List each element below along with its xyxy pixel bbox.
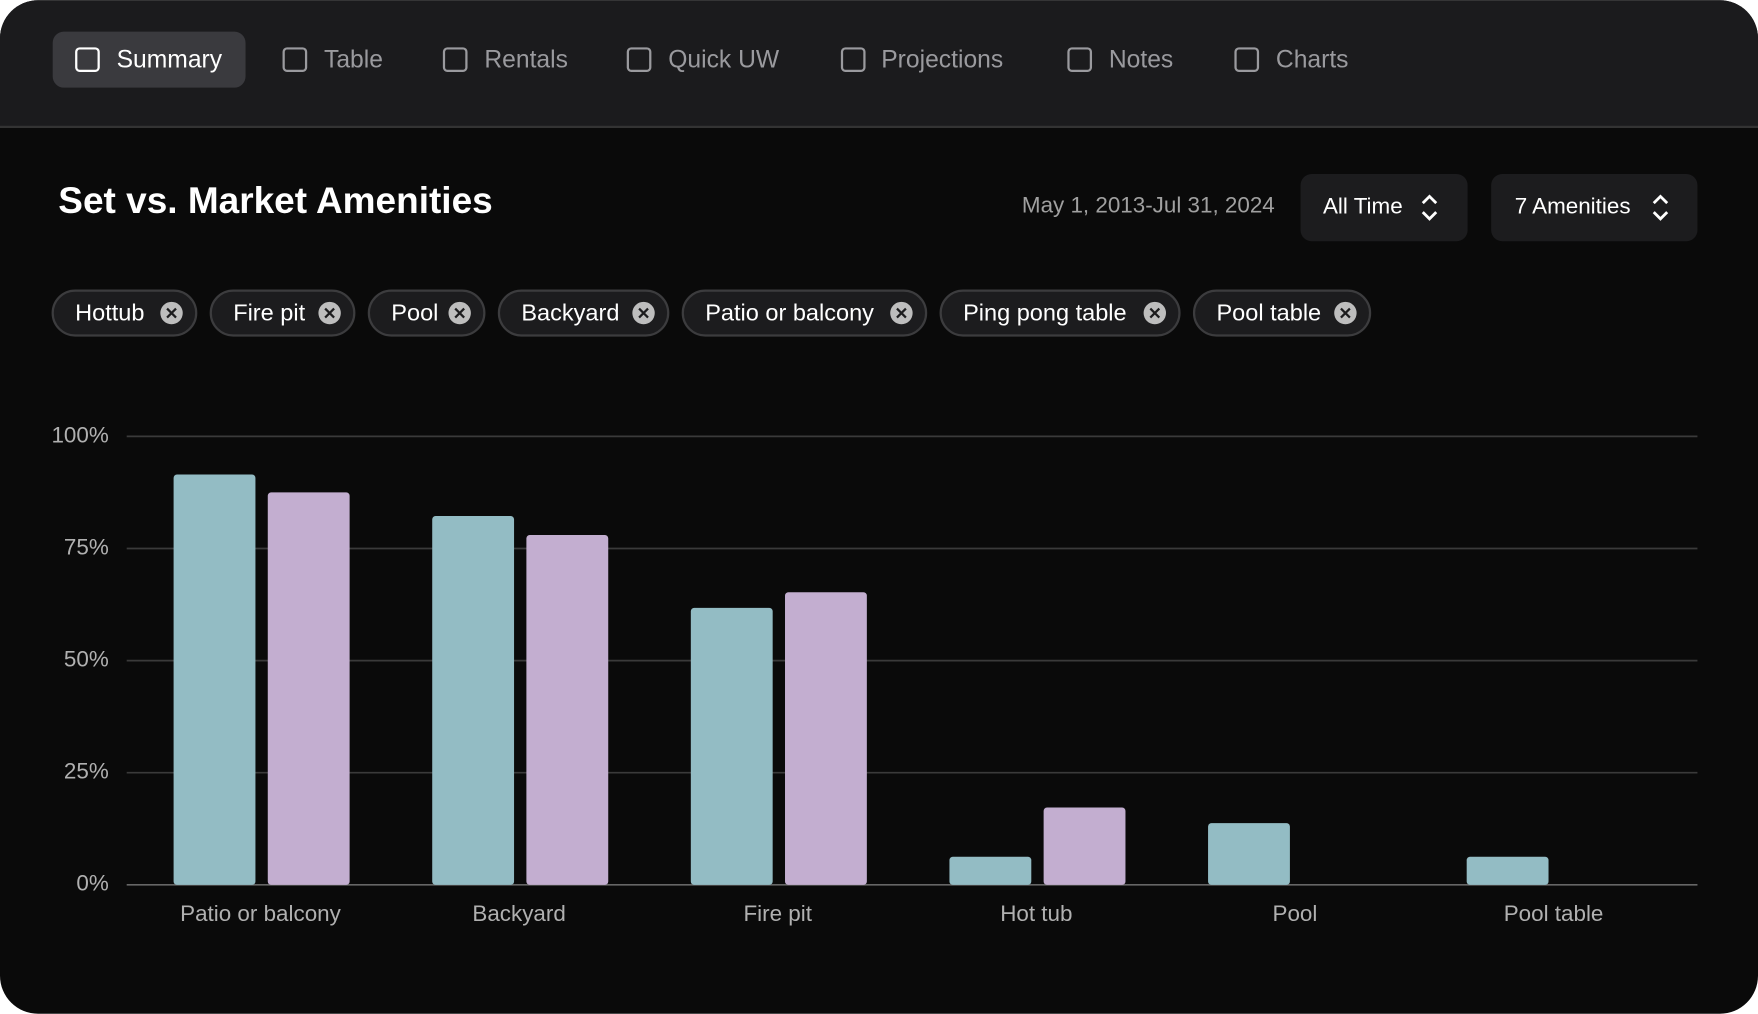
bar [173,474,256,885]
tab-icon [1067,47,1093,72]
chart-title: Set vs. Market Amenities [58,180,492,221]
tab[interactable]: Charts [1234,46,1349,73]
chevrons [1421,194,1438,221]
bar [1208,823,1290,885]
y-tick-label: 50% [64,647,109,672]
tab[interactable]: Rentals [442,46,568,73]
tab[interactable]: Projections [840,46,1003,73]
tab-label[interactable]: Summary [117,46,223,73]
x-tick-label: Fire pit [743,901,812,926]
filter-chip[interactable]: Ping pong table [939,289,1181,337]
select-box[interactable] [1491,174,1698,242]
select-label[interactable]: All Time [1323,194,1403,219]
filter-chip[interactable]: Fire pit [209,289,356,337]
tab-active-bg[interactable] [52,31,246,88]
filter-chip[interactable]: Pool table [1192,289,1372,337]
filter-chip[interactable]: Hottub [51,289,198,337]
chip-bg[interactable] [367,289,486,337]
bar [267,492,350,885]
tab-icon [1234,47,1260,72]
chip-bg[interactable] [1192,289,1372,337]
x-tick-label: Pool [1273,901,1318,926]
x-tick-label: Hot tub [1000,901,1072,926]
bar [949,856,1032,885]
tab-label[interactable]: Table [324,46,383,73]
tab[interactable]: Table [282,46,383,73]
chip-label[interactable]: Fire pit [233,299,305,325]
tab-icon [840,47,866,72]
tab-label[interactable]: Charts [1276,46,1349,73]
x-tick-label: Patio or balcony [180,901,341,926]
y-tick-label: 0% [76,871,108,896]
chip-bg[interactable] [497,289,670,337]
select-box[interactable] [1300,174,1468,242]
tab-label[interactable]: Quick UW [668,46,780,73]
x-tick-label: Backyard [472,901,565,926]
chip-label[interactable]: Hottub [75,299,144,325]
filter-chip[interactable]: Pool [367,289,486,337]
tab-icon [282,47,308,72]
chip-remove-x [166,307,177,319]
tab[interactable]: Summary [52,31,246,88]
tab-icon [75,47,100,72]
y-tick-label: 100% [51,422,108,447]
tab-icon [626,47,652,72]
y-tick-label: 75% [64,534,109,559]
top-bar [0,0,1758,127]
chip-remove-x [896,307,907,319]
bar [690,607,773,885]
tab[interactable]: Quick UW [626,46,780,73]
bar [1043,807,1126,885]
chip-remove-x [324,307,335,319]
period-select[interactable]: All Time [1300,174,1468,242]
chip-remove-x [638,307,649,319]
amenities-select[interactable]: 7 Amenities [1491,174,1698,242]
bar [526,535,609,885]
tab-label[interactable]: Notes [1109,46,1173,73]
bar [785,592,867,885]
tab-label[interactable]: Projections [881,46,1003,73]
chip-label[interactable]: Pool [391,299,438,325]
filter-chip[interactable]: Patio or balcony [681,289,928,337]
chip-label[interactable]: Backyard [521,299,619,325]
select-label[interactable]: 7 Amenities [1515,194,1631,219]
chip-label[interactable]: Ping pong table [963,299,1127,325]
chip-bg[interactable] [939,289,1181,337]
tab-icon [442,47,468,72]
chip-label[interactable]: Patio or balcony [705,299,874,325]
chip-bg[interactable] [51,289,198,337]
tab-label[interactable]: Rentals [484,46,568,73]
bar [432,515,515,885]
bar [1466,856,1549,885]
x-tick-label: Pool table [1504,901,1604,926]
filter-chip[interactable]: Backyard [497,289,670,337]
chip-bg[interactable] [209,289,356,337]
chip-remove-x [1340,307,1351,319]
date-range: May 1, 2013-Jul 31, 2024 [1022,192,1275,217]
tab[interactable]: Notes [1067,46,1173,73]
chip-label[interactable]: Pool table [1216,299,1321,325]
chip-remove-x [1149,307,1161,319]
y-tick-label: 25% [64,759,109,784]
chip-remove-x [454,307,465,319]
chip-bg[interactable] [681,289,928,337]
chevrons [1652,194,1669,221]
